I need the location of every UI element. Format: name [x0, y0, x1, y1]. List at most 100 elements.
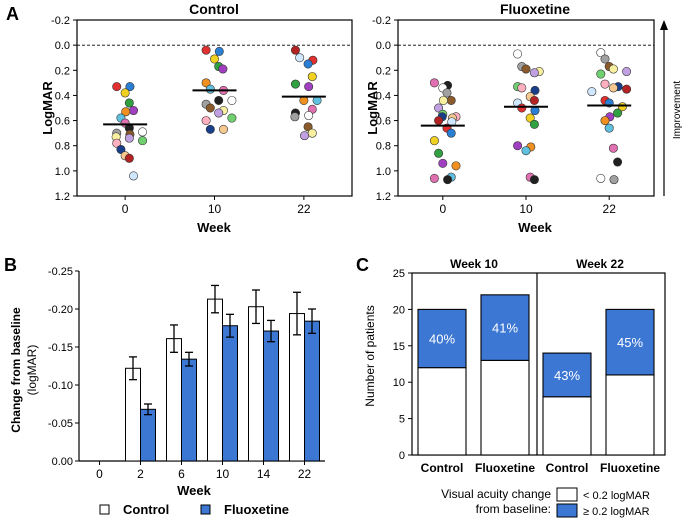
panel-a-0-data-point	[138, 136, 148, 146]
panel-a-1-data-point	[613, 157, 623, 167]
panel-a-0-data-point	[205, 124, 215, 134]
panel-a-0-ytick-label: 0.8	[55, 141, 70, 153]
panel-a-0-data-point	[290, 112, 300, 122]
legend-fluoxetine-swatch	[200, 504, 211, 515]
panel-c-legend-ge02-swatch	[556, 503, 578, 518]
panel-b-ylabel: Change from baseline	[9, 307, 23, 433]
panel-a-0-data-point	[121, 107, 131, 117]
panel-a-0-data-point	[205, 84, 215, 94]
panel-a-0-data-point	[290, 45, 300, 55]
panel-c-group-week22: Week 22	[576, 257, 624, 271]
legend-control-label: Control	[123, 502, 169, 517]
panel-c-bar-lt02	[605, 374, 655, 456]
panel-a-1-data-point	[608, 64, 618, 74]
panel-b-bar-fluoxetine	[304, 320, 320, 462]
panel-c-plot-frame	[411, 272, 666, 456]
panel-c-bar-lt02	[417, 367, 467, 456]
panel-c-legend-ge02-label: ≥ 0.2 logMAR	[583, 506, 650, 518]
panel-a-1-data-point	[517, 83, 527, 93]
panel-a-0-data-point	[201, 45, 211, 55]
panel-a-0-data-point	[299, 131, 309, 141]
panel-a-1-data-point	[446, 95, 456, 105]
panel-a-1-data-point	[525, 113, 535, 123]
panel-b-bar-fluoxetine	[222, 325, 238, 462]
panel-c-ytick-label: 25	[393, 268, 405, 280]
panel-a-1-data-point	[622, 67, 632, 77]
panel-a-1-data-point	[622, 84, 632, 94]
panel-a-0-data-point	[201, 116, 211, 126]
panel-b-xtick-label: 14	[257, 467, 271, 481]
panel-a-1-data-point	[530, 85, 540, 95]
panel-a-1-xtick-label: 22	[603, 202, 617, 216]
panel-a-0-data-point	[214, 95, 224, 105]
panel-b-ytick-label: -0.10	[48, 380, 73, 392]
panel-a-0-data-point	[307, 72, 317, 82]
panel-a-0-data-point	[307, 128, 317, 138]
panel-c-ytick-label: 0	[399, 450, 405, 462]
panel-a-0-data-point	[129, 171, 139, 181]
panel-a-0-data-point	[304, 82, 314, 92]
panel-a-1-data-point	[434, 103, 444, 113]
panel-b-xtick-label: 0	[96, 467, 103, 481]
panel-a-1-data-point	[529, 95, 539, 105]
panel-a-0-data-point	[201, 78, 211, 88]
panel-b: Change from baseline (logMAR) Week Contr…	[9, 266, 325, 517]
panel-c-bar-ge02	[542, 352, 592, 398]
panel-b-ytick-label: -0.05	[48, 418, 73, 430]
panel-a-1-data-point	[521, 64, 531, 74]
panel-a-0-xtick-label: 22	[297, 202, 311, 216]
panel-b-bar-fluoxetine	[181, 358, 197, 462]
panel-a-1-data-point	[438, 95, 448, 105]
panel-a-0-data-point	[124, 133, 134, 143]
panel-a-1-data-point	[613, 108, 623, 118]
panel-a-0-data-point	[303, 59, 313, 69]
panel-a-1-ytick-label: 0.0	[376, 40, 391, 52]
panel-a-fluoxetine-xlabel: Week	[518, 220, 552, 235]
panel-a-0-xtick-label: 10	[208, 202, 222, 216]
panel-c-percent-label: 43%	[554, 368, 580, 383]
panel-a-fluoxetine-title: Fluoxetine	[500, 1, 570, 17]
panel-c-ytick-label: 10	[393, 377, 405, 389]
panel-c-group-week10: Week 10	[450, 257, 498, 271]
panel-b-xtick-label: 2	[137, 467, 144, 481]
panel-c-legend-title-line1: Visual acuity change	[441, 487, 551, 501]
improvement-arrow-head	[660, 20, 668, 30]
panel-a-0-data-point	[227, 95, 237, 105]
panel-a-0-ytick-label: 0.6	[55, 116, 70, 128]
panel-a-1-ytick-label: 1.2	[376, 191, 391, 203]
panel-a-1-data-point	[521, 146, 531, 156]
panel-a-1-data-point	[429, 173, 439, 183]
panel-c-bar-ge02	[605, 308, 655, 376]
panel-a-1-data-point	[529, 175, 539, 185]
panel-c-percent-label: 45%	[617, 335, 643, 350]
panel-a-1-data-point	[517, 103, 527, 113]
panel-c-xtick-label: Control	[546, 461, 589, 475]
panel-a-1-data-point	[442, 88, 452, 98]
panel-a-fluoxetine-ylabel: LogMAR	[365, 81, 380, 135]
panel-a-0-data-point	[124, 98, 134, 108]
panel-a-fluoxetine: Fluoxetine Week LogMAR Improvement -0.2 0…	[365, 1, 683, 235]
panel-a-0-data-point	[125, 82, 135, 92]
panel-a-1-data-point	[513, 141, 523, 151]
panel-c-xtick-label: Fluoxetine	[600, 461, 660, 475]
panel-a-1-data-point	[600, 79, 610, 89]
panel-b-xtick-label: 6	[178, 467, 185, 481]
panel-b-xlabel: Week	[177, 483, 211, 498]
panel-c-bar-ge02	[480, 294, 530, 361]
panel-a-0-ytick-label: -0.2	[51, 15, 70, 27]
panel-a-0-data-point	[124, 153, 134, 163]
panel-c-percent-label: 41%	[492, 321, 518, 336]
panel-a-1-data-point	[600, 54, 610, 64]
panel-a-1-data-point	[608, 83, 618, 93]
panel-c-ytick-label: 20	[393, 304, 405, 316]
panel-a-0-data-point	[210, 54, 220, 64]
panel-a-0-data-point	[219, 124, 229, 134]
panel-b-bar-control	[207, 298, 223, 462]
panel-a-1-data-point	[529, 119, 539, 129]
panel-a-0-data-point	[214, 108, 224, 118]
panel-b-ytick-label: -0.25	[48, 266, 73, 278]
panel-a-1-data-point	[608, 143, 618, 153]
panel-a-1-data-point	[600, 116, 610, 126]
panel-c-xtick-label: Control	[421, 461, 464, 475]
